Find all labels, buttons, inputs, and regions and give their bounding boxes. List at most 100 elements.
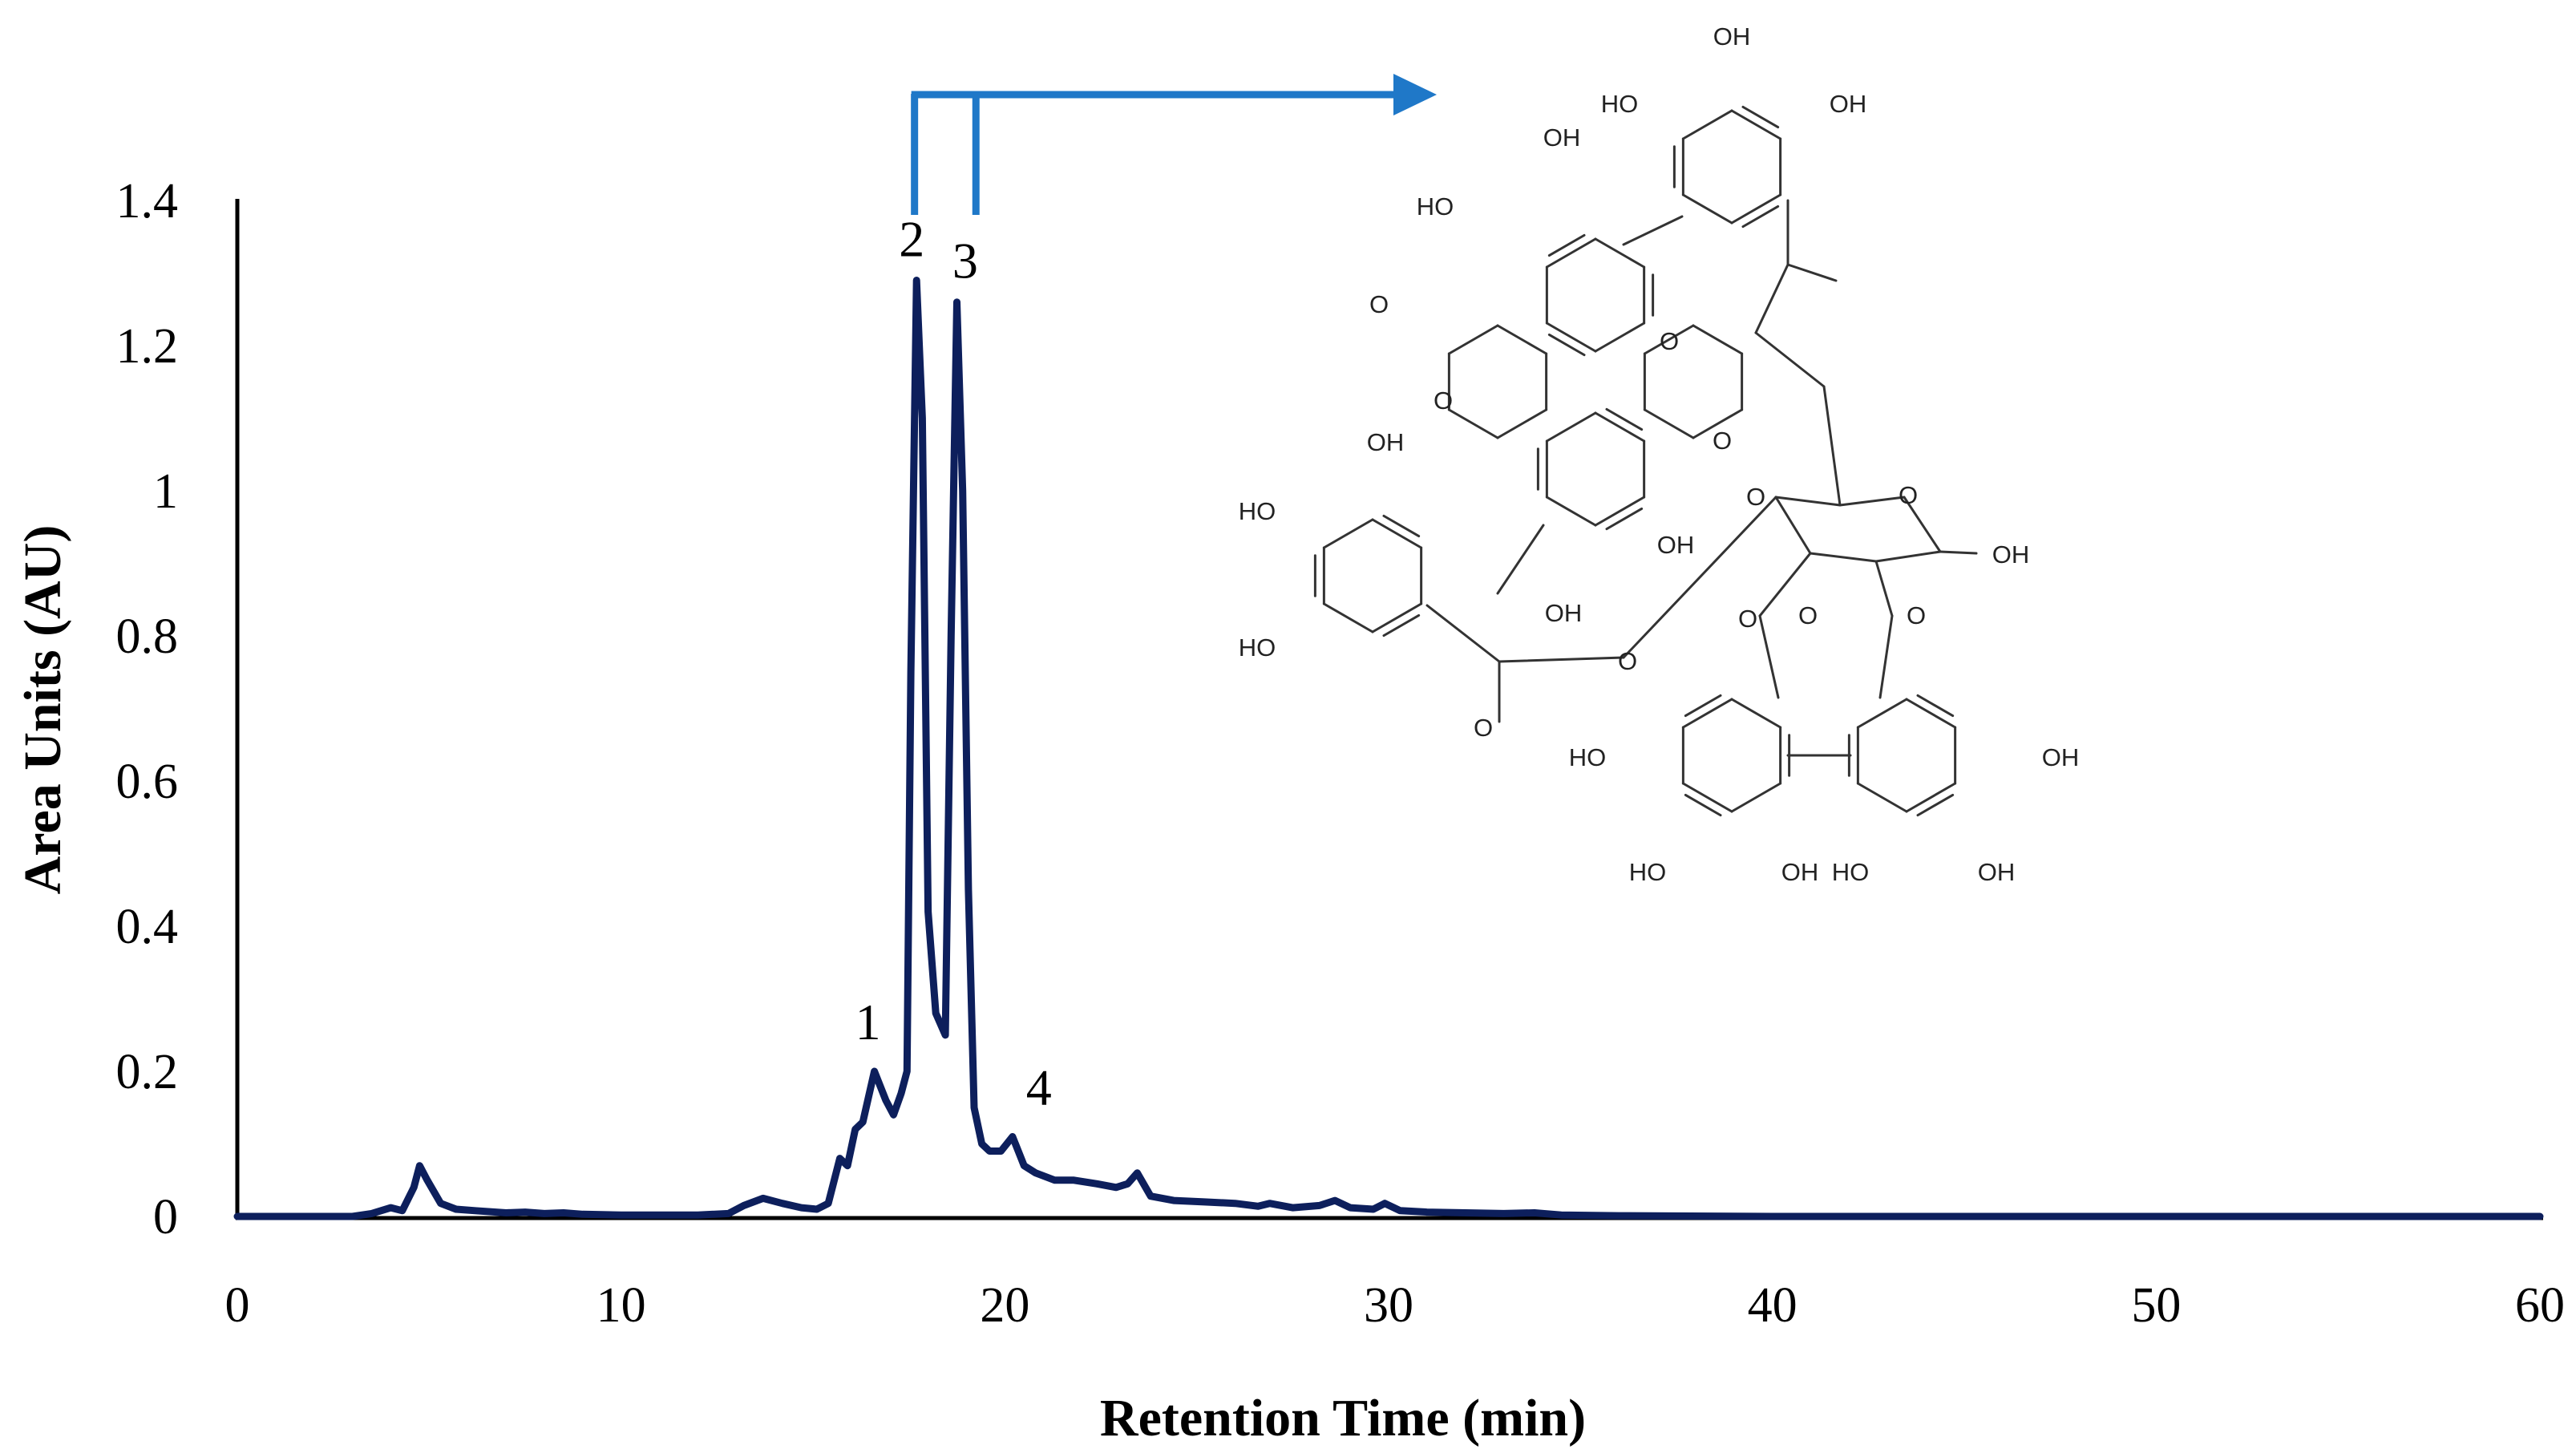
x-axis-title: Retention Time (min): [1100, 1389, 1586, 1447]
bond: [1594, 411, 1646, 443]
x-tick-labels: 0 10 20 30 40 50 60: [225, 1278, 2566, 1333]
bond: [1382, 514, 1421, 538]
bond: [1547, 333, 1586, 357]
atom-label: OH: [1781, 858, 1819, 886]
bond: [1681, 698, 1733, 729]
bond: [1425, 604, 1501, 663]
structure-bonds: [1313, 105, 1978, 817]
atom-label: OH: [1978, 858, 2016, 886]
bond: [1916, 694, 1955, 718]
atom-label: OH: [1545, 599, 1583, 627]
atom-label: O: [1369, 290, 1389, 318]
atom-label: OH: [1367, 428, 1405, 456]
atom-label: OH: [2042, 743, 2080, 771]
atom-label: O: [1746, 483, 1765, 511]
bond: [1496, 408, 1548, 439]
x-tick-label: 50: [2131, 1278, 2181, 1333]
atom-label: OH: [1830, 90, 1867, 118]
y-tick-label: 0.6: [116, 755, 179, 809]
atom-label: OH: [1992, 540, 2030, 569]
bond: [1874, 550, 1942, 563]
bond: [1545, 237, 1597, 269]
bond: [1371, 518, 1423, 549]
bond: [1754, 331, 1826, 388]
peak-bracket-arrow: [911, 74, 1437, 215]
bond: [1594, 496, 1646, 527]
bond: [1496, 324, 1548, 355]
y-tick-label: 0.4: [116, 900, 179, 954]
bond: [1838, 496, 1906, 507]
bond: [1545, 411, 1597, 443]
atom-label: OH: [1543, 123, 1581, 152]
bond: [1643, 408, 1695, 439]
bond: [1605, 407, 1644, 431]
bond: [1447, 324, 1499, 355]
bond: [1496, 524, 1545, 595]
x-tick-label: 30: [1364, 1278, 1413, 1333]
bond: [1754, 263, 1789, 334]
bond: [1786, 263, 1838, 282]
bond: [1643, 324, 1695, 355]
y-tick-label: 1: [153, 464, 178, 519]
peak-label: 2: [899, 211, 924, 268]
bond: [1758, 552, 1812, 617]
y-tick-label: 1.2: [116, 319, 179, 374]
atom-label: HO: [1629, 858, 1667, 886]
y-tick-label: 0.8: [116, 609, 179, 664]
bond: [1684, 694, 1722, 718]
atom-label: O: [1474, 714, 1493, 742]
bond: [1905, 782, 1957, 813]
atom-label: OH: [1713, 22, 1751, 51]
atom-label: O: [1899, 481, 1918, 509]
bond: [1730, 109, 1782, 140]
atom-label: HO: [1239, 633, 1276, 662]
bond: [1498, 656, 1625, 663]
atom-label: O: [1618, 647, 1637, 675]
atom-label: O: [1713, 427, 1732, 455]
y-tick-label: 1.4: [116, 174, 179, 229]
bond: [1692, 408, 1744, 439]
chromatogram-series-line: [233, 277, 2544, 1220]
peak-label: 4: [1026, 1058, 1052, 1115]
bond: [1939, 550, 1978, 555]
bond: [1809, 552, 1878, 563]
bond: [1382, 613, 1421, 637]
bond: [1874, 560, 1894, 617]
bond: [1684, 793, 1722, 817]
peak-labels: 1 2 3 4: [855, 211, 1052, 1116]
atom-label: O: [1660, 327, 1679, 355]
bond: [1681, 782, 1733, 813]
chart-axes: [235, 199, 2543, 1220]
bond: [1774, 496, 1842, 507]
atom-label: O: [1434, 387, 1453, 415]
atom-label: HO: [1832, 858, 1870, 886]
peak-label: 3: [952, 233, 978, 289]
atom-label: O: [1738, 605, 1757, 633]
bond: [1878, 614, 1894, 699]
bond: [1856, 782, 1908, 813]
bond: [1741, 105, 1780, 129]
bond: [1916, 793, 1955, 817]
bond: [1622, 215, 1684, 246]
bond: [1594, 322, 1646, 353]
bond: [1547, 233, 1586, 257]
y-axis-title: Area Units (AU): [14, 525, 72, 895]
bond: [1371, 602, 1423, 633]
y-tick-label: 0: [153, 1190, 178, 1245]
bond: [1322, 602, 1374, 633]
x-tick-label: 60: [2515, 1278, 2565, 1333]
bond: [1730, 193, 1782, 225]
bond: [1605, 507, 1644, 531]
x-tick-label: 20: [980, 1278, 1029, 1333]
atom-label: HO: [1601, 90, 1639, 118]
bond: [1681, 193, 1733, 225]
bond: [1822, 385, 1842, 507]
x-tick-label: 40: [1748, 1278, 1798, 1333]
x-tick-label: 10: [596, 1278, 646, 1333]
x-tick-label: 0: [225, 1278, 250, 1333]
atom-label: OH: [1657, 531, 1695, 559]
atom-label: O: [1798, 601, 1818, 629]
